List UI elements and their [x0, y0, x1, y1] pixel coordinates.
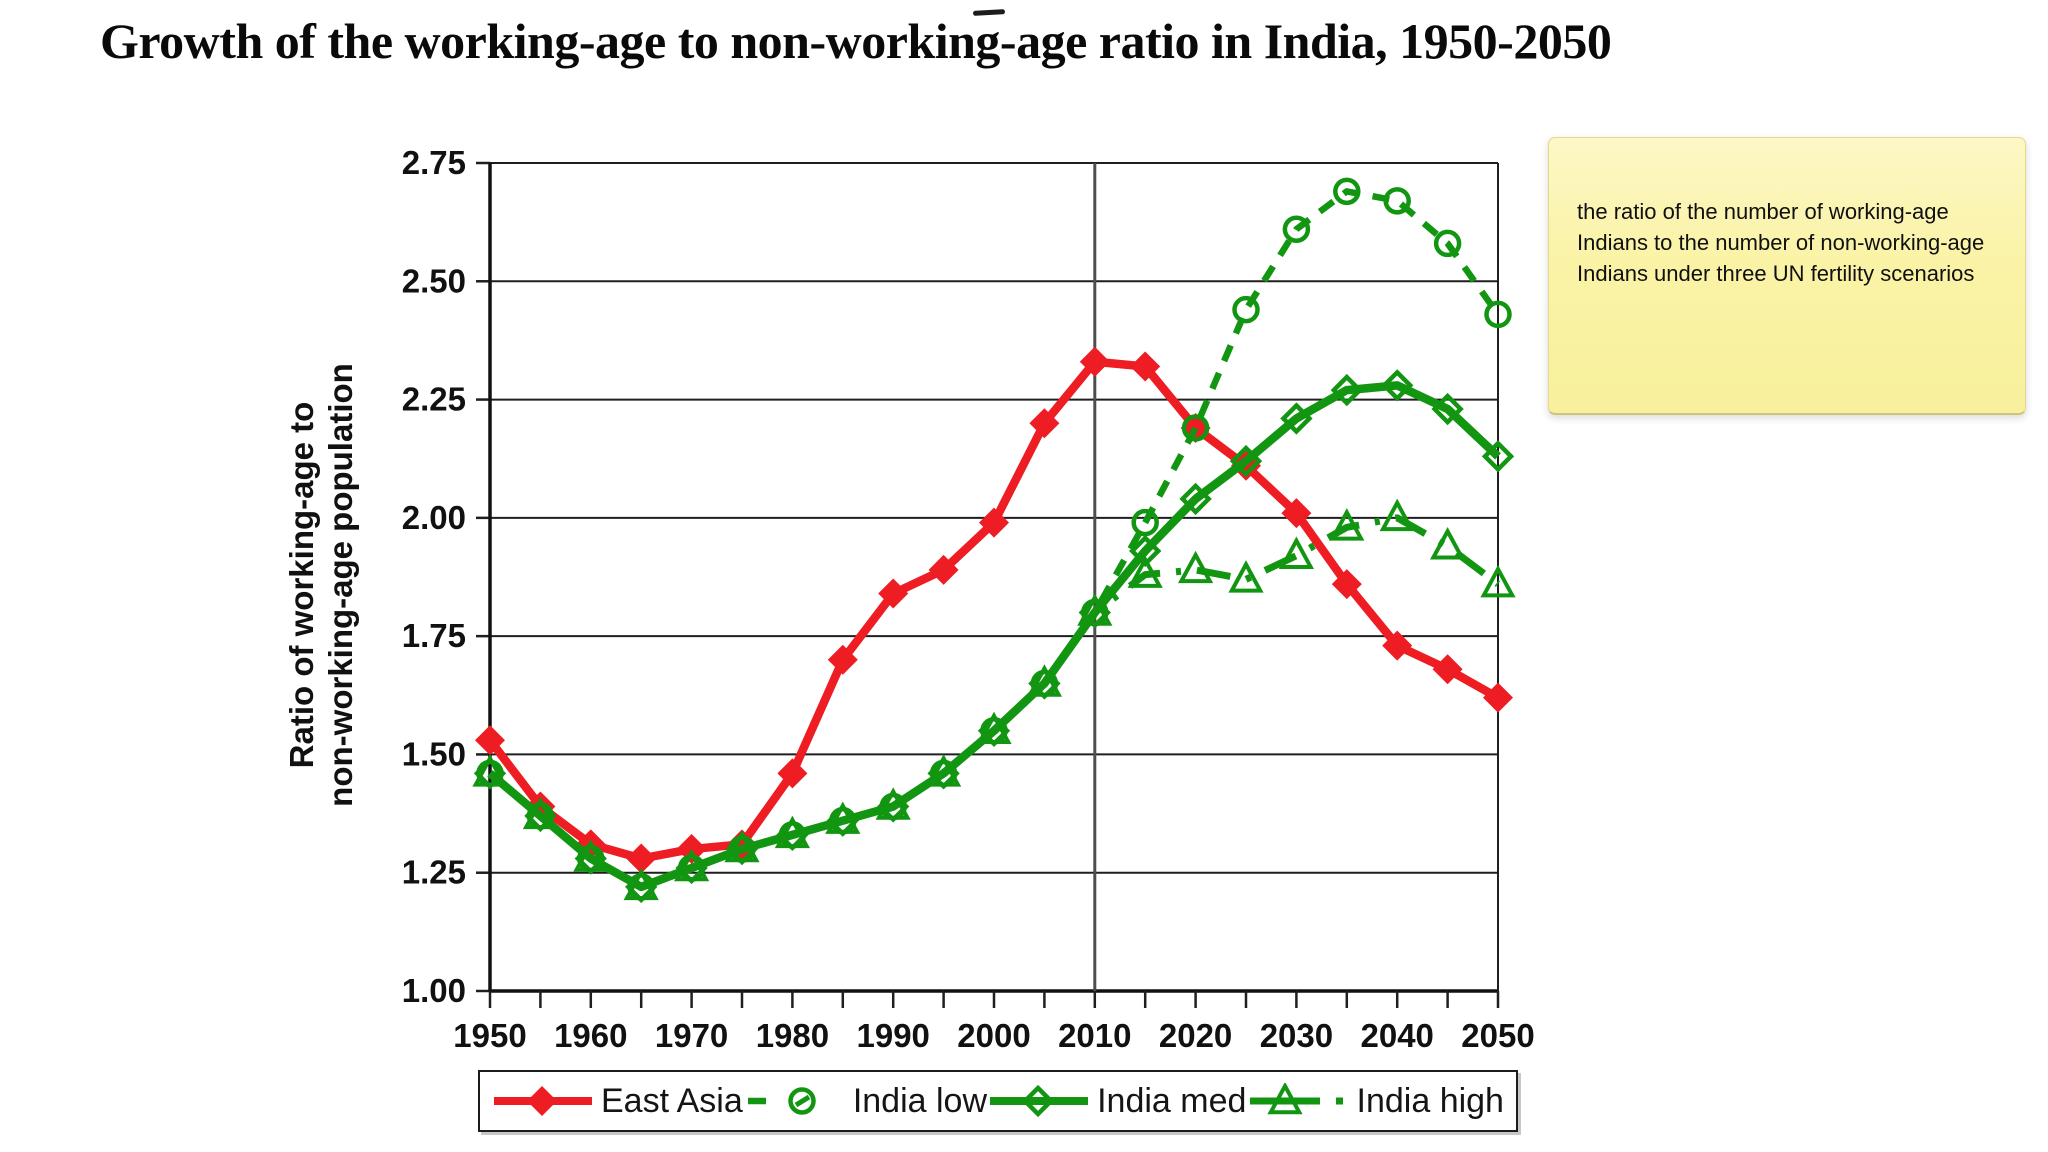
- y-tick-label-2.25: 2.25: [402, 381, 466, 418]
- marker-india-high-1980: [774, 815, 811, 849]
- marker-india-low-2030: [1282, 215, 1311, 243]
- y-tick-label-1.00: 1.00: [402, 972, 466, 1009]
- marker-india-high-2020: [1177, 550, 1214, 584]
- marker-india-low-2050: [1484, 300, 1512, 329]
- marker-india-high-1985: [825, 801, 861, 834]
- marker-east-asia-2040: [1382, 630, 1413, 661]
- marker-india-high-1950: [472, 754, 508, 787]
- x-tick-label-1990: 1990: [856, 1017, 929, 1054]
- legend-marker-east-asia-icon: [494, 1086, 592, 1116]
- y-tick-label-1.50: 1.50: [402, 735, 466, 772]
- legend-marker-india-low-icon: [747, 1087, 816, 1115]
- marker-east-asia-1990: [878, 578, 909, 609]
- legend-item-india-med: India med: [988, 1082, 1246, 1121]
- legend-item-east-asia: East Asia: [492, 1082, 743, 1121]
- marker-east-asia-1950: [475, 725, 505, 756]
- x-tick-label-1970: 1970: [655, 1017, 728, 1054]
- marker-east-asia-1995: [928, 554, 959, 585]
- marker-india-med-2045: [1431, 392, 1464, 426]
- legend-marker-india-med-icon: [990, 1084, 1089, 1118]
- marker-india-low-2045: [1433, 229, 1462, 258]
- marker-india-high-2035: [1329, 508, 1365, 541]
- x-tick-label-2030: 2030: [1260, 1017, 1333, 1054]
- x-tick-label-1960: 1960: [554, 1017, 627, 1054]
- y-tick-label-1.75: 1.75: [402, 617, 466, 654]
- y-tick-label-2.75: 2.75: [402, 144, 466, 181]
- marker-east-asia-2050: [1483, 682, 1513, 713]
- marker-india-high-2030: [1278, 536, 1315, 569]
- marker-east-asia-2035: [1331, 569, 1362, 600]
- marker-india-high-2025: [1228, 560, 1264, 593]
- marker-east-asia-1980: [777, 758, 808, 789]
- marker-india-med-2050: [1481, 440, 1515, 473]
- marker-india-high-1955: [522, 796, 559, 830]
- marker-east-asia-2045: [1432, 654, 1463, 685]
- marker-india-high-2040: [1379, 498, 1415, 532]
- marker-east-asia-1965: [626, 843, 657, 874]
- marker-india-low-2025: [1232, 295, 1260, 324]
- marker-india-high-2000: [976, 711, 1012, 745]
- x-tick-label-2010: 2010: [1058, 1017, 1131, 1054]
- x-tick-label-1950: 1950: [453, 1017, 526, 1054]
- marker-india-high-1995: [925, 754, 962, 787]
- marker-east-asia-2010: [1079, 346, 1110, 377]
- marker-india-high-2015: [1127, 555, 1163, 588]
- marker-east-asia-2015: [1130, 351, 1161, 382]
- legend-item-india-high: India high: [1248, 1082, 1504, 1121]
- marker-india-med-2035: [1330, 373, 1363, 407]
- marker-east-asia-2000: [979, 507, 1009, 538]
- x-tick-label-2020: 2020: [1159, 1017, 1232, 1054]
- marker-india-high-2005: [1026, 664, 1063, 697]
- marker-india-high-2050: [1480, 564, 1516, 598]
- marker-east-asia-1985: [827, 644, 858, 675]
- y-tick-label-1.25: 1.25: [402, 854, 466, 891]
- marker-india-med-2015: [1129, 534, 1162, 568]
- legend-label-east-asia: East Asia: [601, 1081, 743, 1120]
- annotation-note-text: the ratio of the number of working-age I…: [1577, 199, 1985, 286]
- marker-india-low-2040: [1383, 187, 1411, 215]
- marker-india-high-1965: [623, 867, 659, 901]
- annotation-note-box: the ratio of the number of working-age I…: [1548, 137, 2026, 415]
- x-tick-label-2000: 2000: [957, 1017, 1030, 1054]
- marker-india-high-2010: [1077, 593, 1113, 626]
- legend-label-india-high: India high: [1356, 1081, 1504, 1120]
- marker-india-high-2045: [1429, 527, 1466, 560]
- chart-title: Growth of the working-age to non-working…: [100, 13, 1612, 69]
- marker-india-high-1990: [875, 787, 911, 820]
- legend-label-india-med: India med: [1097, 1081, 1247, 1120]
- legend-label-india-low: India low: [852, 1081, 988, 1120]
- series-line-india-high: [487, 514, 1501, 891]
- x-tick-label-1980: 1980: [756, 1017, 829, 1054]
- marker-india-med-2040: [1381, 369, 1414, 402]
- x-tick-label-2040: 2040: [1360, 1017, 1433, 1054]
- y-tick-label-2.50: 2.50: [402, 262, 466, 299]
- marker-east-asia-2030: [1281, 498, 1312, 529]
- chart-legend: East Asia India low India med India high: [478, 1070, 1518, 1132]
- legend-item-india-low: India low: [744, 1082, 987, 1121]
- marker-india-high-1975: [724, 829, 760, 863]
- legend-marker-india-high-icon: [1249, 1083, 1343, 1115]
- marker-india-med-2020: [1179, 482, 1212, 516]
- marker-india-high-1960: [573, 839, 609, 872]
- series-line-east-asia: [486, 357, 1501, 863]
- marker-east-asia-2005: [1029, 408, 1060, 439]
- y-tick-label-2.00: 2.00: [402, 499, 466, 536]
- x-tick-label-2050: 2050: [1461, 1017, 1534, 1054]
- marker-india-high-1970: [673, 848, 710, 882]
- marker-india-low-2015: [1131, 508, 1159, 537]
- marker-india-med-2030: [1280, 402, 1313, 435]
- marker-india-low-2020: [1181, 414, 1210, 442]
- marker-india-med-2025: [1229, 444, 1263, 478]
- marker-india-low-2035: [1333, 177, 1361, 206]
